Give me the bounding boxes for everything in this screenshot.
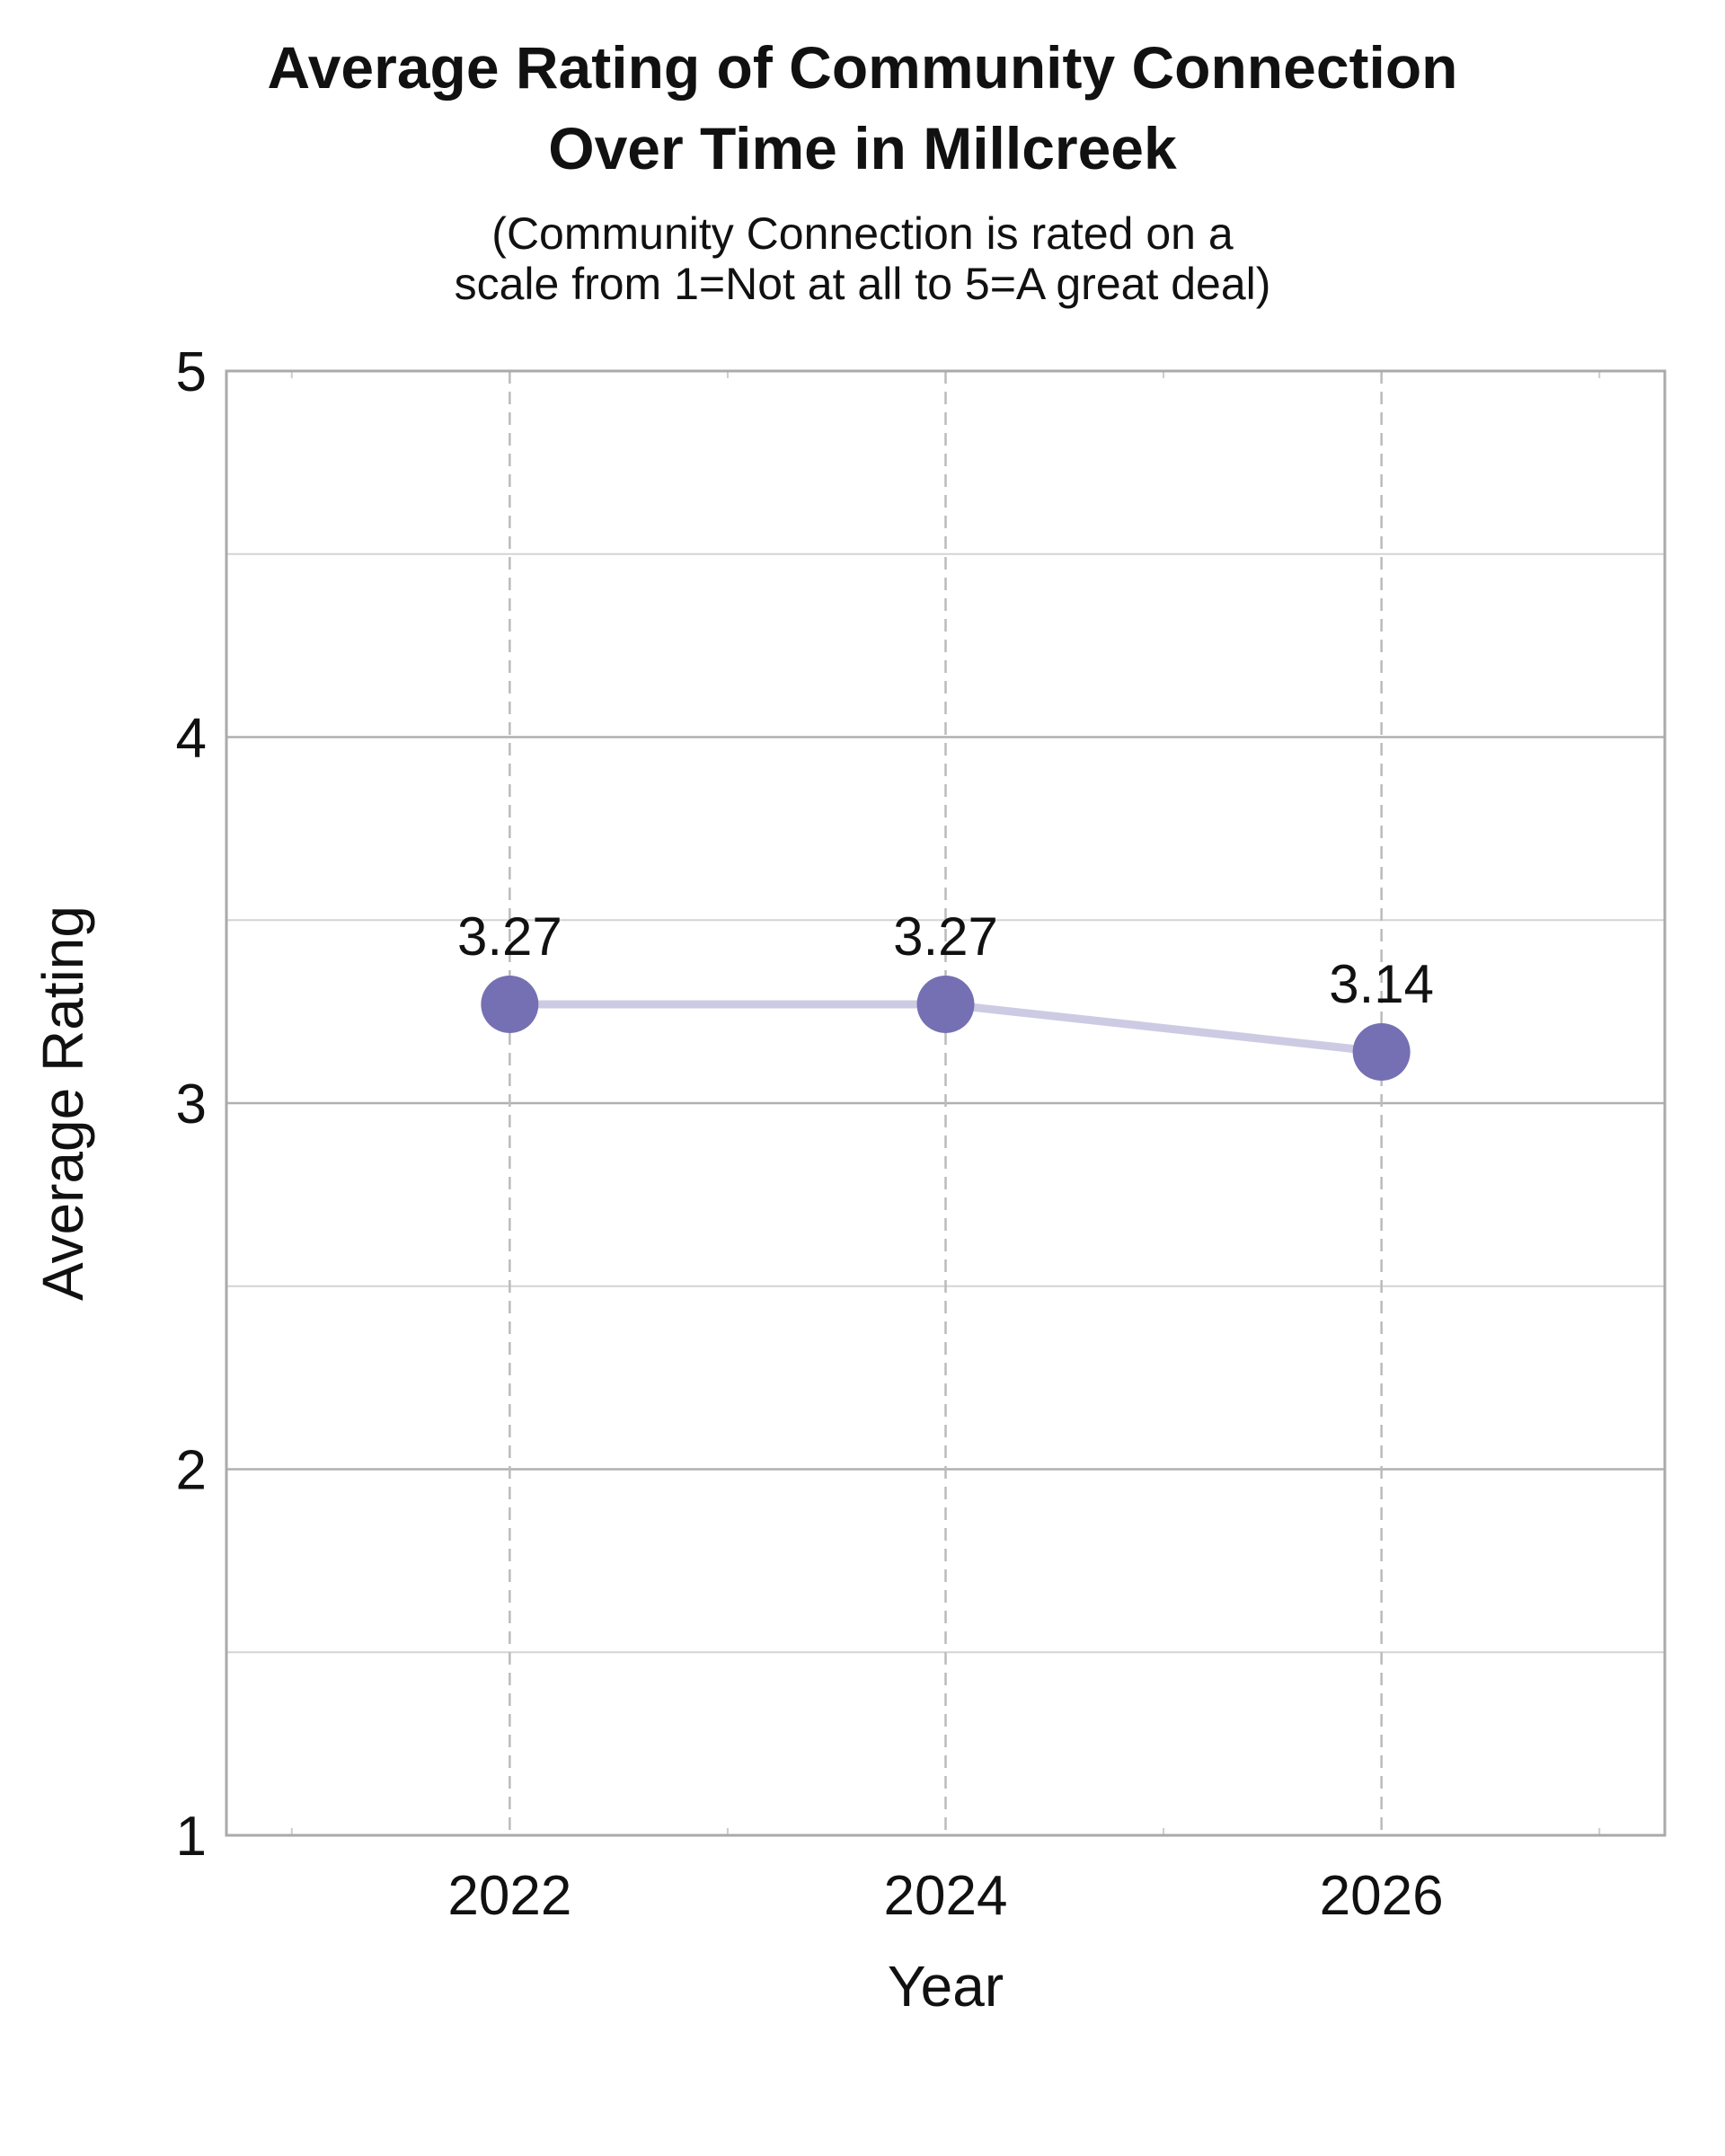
data-point (481, 975, 539, 1033)
grid (226, 369, 1665, 1837)
y-tick-label: 4 (176, 708, 207, 770)
x-tick-label: 2026 (1320, 1865, 1444, 1927)
chart-title: Average Rating of Community Connection O… (0, 27, 1725, 189)
data-point (916, 975, 975, 1033)
data-point (1352, 1022, 1411, 1081)
data-label: 3.27 (893, 906, 998, 967)
y-axis-title: Average Rating (31, 906, 95, 1301)
plot-frame (225, 369, 1667, 1837)
y-tick-label: 2 (176, 1440, 207, 1502)
y-tick-label: 1 (176, 1806, 207, 1868)
chart-subtitle: (Community Connection is rated on a scal… (0, 208, 1725, 309)
chart-subtitle-line-2: scale from 1=Not at all to 5=A great dea… (454, 259, 1271, 309)
x-tick-label: 2022 (447, 1865, 571, 1927)
x-tick-label: 2024 (884, 1865, 1008, 1927)
chart-title-line-2: Over Time in Millcreek (548, 115, 1177, 181)
chart-title-line-1: Average Rating of Community Connection (267, 34, 1458, 101)
chart-subtitle-line-1: (Community Connection is rated on a (491, 208, 1234, 259)
data-label: 3.27 (457, 906, 562, 967)
y-tick-label: 5 (176, 341, 207, 403)
x-axis-title: Year (888, 1954, 1004, 2019)
series: 3.27 3.27 3.14 (457, 906, 1434, 1081)
y-tick-label: 3 (176, 1074, 207, 1135)
data-label: 3.14 (1329, 954, 1434, 1014)
axis-labels: 1 2 3 4 5 2022 2024 2026 (176, 341, 1444, 1927)
